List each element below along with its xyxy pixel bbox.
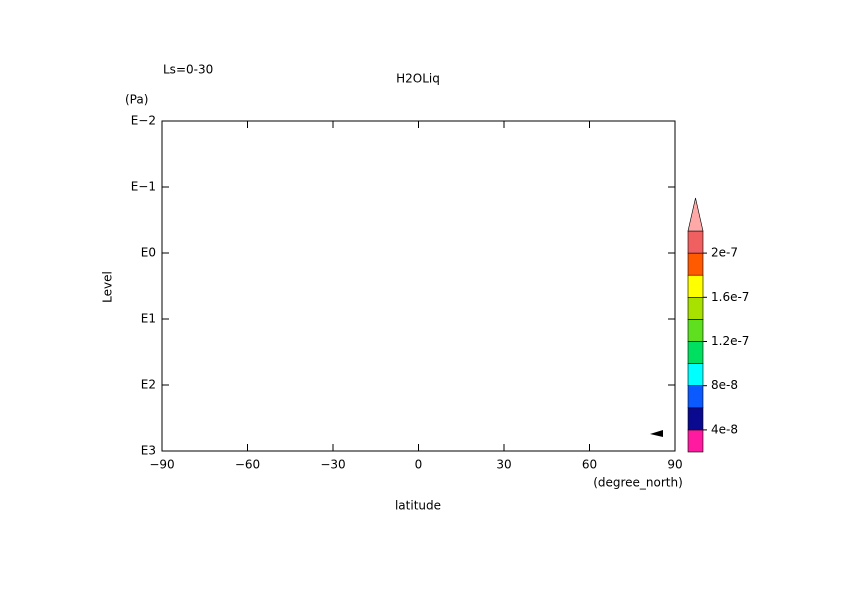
- contour-fill: [650, 430, 663, 437]
- x-unit: (degree_north): [593, 476, 683, 490]
- y-tick-label: E−2: [131, 114, 156, 128]
- colorbar-segment: [687, 385, 704, 409]
- x-tick-label: −90: [149, 458, 174, 472]
- colorbar-segment: [687, 296, 704, 320]
- x-tick-label: −30: [320, 458, 345, 472]
- x-tick-label: 0: [415, 458, 423, 472]
- y-tick-label: E1: [141, 312, 156, 326]
- y-tick-label: E−1: [131, 180, 156, 194]
- colorbar-tick-label: 1.2e-7: [711, 334, 749, 348]
- x-tick-label: 90: [667, 458, 682, 472]
- x-axis-label: latitude: [395, 499, 441, 513]
- colorbar-segment: [687, 230, 704, 254]
- x-tick-label: −60: [235, 458, 260, 472]
- colorbar-segment: [687, 319, 704, 342]
- colorbar-tick-label: 8e-8: [711, 378, 738, 392]
- colorbar-segment: [687, 252, 704, 276]
- colorbar-tick-label: 2e-7: [711, 246, 738, 260]
- colorbar-segment: [687, 363, 704, 387]
- colorbar-tick-label: 1.6e-7: [711, 290, 749, 304]
- chart-title: H2OLiq: [396, 72, 440, 86]
- y-tick-label: E2: [141, 378, 156, 392]
- colorbar-segment: [687, 429, 704, 453]
- y-tick-label: E0: [141, 246, 156, 260]
- colorbar-segment: [687, 407, 704, 431]
- x-tick-label: 30: [496, 458, 511, 472]
- y-axis-label: Level: [101, 271, 115, 303]
- colorbar-segment: [687, 274, 704, 298]
- x-tick-label: 60: [582, 458, 597, 472]
- annotation: Ls=0-30: [163, 63, 213, 77]
- y-tick-label: E3: [141, 444, 156, 458]
- y-unit: (Pa): [125, 93, 148, 107]
- colorbar-extension: [687, 197, 704, 232]
- colorbar-tick-label: 4e-8: [711, 422, 738, 436]
- colorbar-segment: [687, 341, 704, 364]
